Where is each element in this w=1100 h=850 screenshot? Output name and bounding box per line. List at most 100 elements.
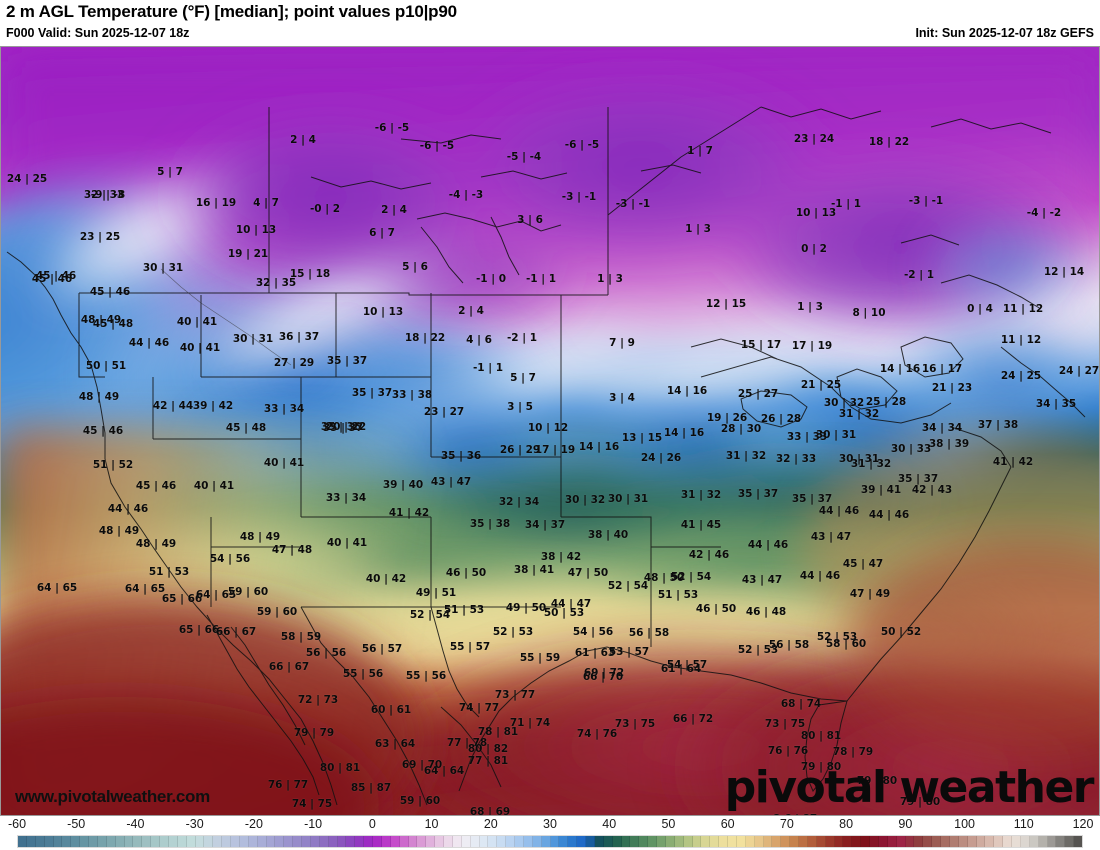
site-url-watermark: www.pivotalweather.com — [15, 787, 210, 806]
colorbar-segment — [870, 836, 879, 847]
colorbar-segment — [763, 836, 773, 847]
colorbar-segment — [497, 836, 507, 847]
colorbar-segment — [887, 836, 897, 847]
colorbar-segment — [612, 836, 622, 847]
map-canvas: 24 | 25 -9 | -8 32 | 33 5 | 7 16 | 19 4 | 7 -0… — [1, 47, 1099, 815]
colorbar-segment — [426, 836, 436, 847]
colorbar-segment — [852, 836, 862, 847]
colorbar-segment — [710, 836, 720, 847]
colorbar-segment — [976, 836, 986, 847]
colorbar-segment — [639, 836, 649, 847]
colorbar-tick-label: 30 — [543, 817, 557, 831]
colorbar-segment — [799, 836, 808, 847]
colorbar-segment — [985, 836, 995, 847]
colorbar-segment — [825, 836, 835, 847]
colorbar-gradient — [17, 835, 1083, 848]
colorbar-segment — [1038, 836, 1048, 847]
colorbar-tick-label: 0 — [368, 817, 376, 831]
map-header: 2 m AGL Temperature (°F) [median]; point… — [0, 0, 1100, 46]
colorbar-segment — [133, 836, 143, 847]
colorbar-segment — [550, 836, 560, 847]
colorbar-tick-label: 60 — [720, 817, 735, 831]
colorbar-segment — [177, 836, 187, 847]
colorbar-segment — [523, 836, 533, 847]
colorbar-segment — [1020, 836, 1030, 847]
colorbar-segment — [559, 836, 569, 847]
colorbar-segment — [630, 836, 640, 847]
colorbar-segment — [310, 836, 320, 847]
colorbar-segment — [80, 836, 89, 847]
colorbar-segment — [470, 836, 480, 847]
colorbar-tick-label: 20 — [483, 817, 498, 831]
colorbar-segment — [44, 836, 54, 847]
colorbar-segment — [878, 836, 888, 847]
colorbar-tick-label: 10 — [424, 817, 439, 831]
colorbar-segment — [941, 836, 950, 847]
colorbar-segment — [186, 836, 196, 847]
valid-time-label: F000 Valid: Sun 2025-12-07 18z — [6, 26, 190, 40]
colorbar-segment — [1003, 836, 1012, 847]
colorbar-tick-label: 100 — [954, 817, 975, 831]
colorbar-segment — [834, 836, 844, 847]
colorbar-segment — [807, 836, 817, 847]
colorbar-segment — [213, 836, 223, 847]
colorbar-segment — [18, 836, 27, 847]
colorbar-segment — [355, 836, 365, 847]
colorbar-segment — [1056, 836, 1066, 847]
colorbar-segment — [621, 836, 631, 847]
colorbar-tick-label: -20 — [244, 817, 263, 831]
map-viewport[interactable]: 24 | 25 -9 | -8 32 | 33 5 | 7 16 | 19 4 | 7 -0… — [0, 46, 1100, 816]
colorbar-segment — [71, 836, 81, 847]
colorbar-segment — [719, 836, 728, 847]
colorbar-segment — [949, 836, 959, 847]
colorbar-segment — [257, 836, 267, 847]
colorbar-segment — [603, 836, 613, 847]
colorbar-segment — [284, 836, 294, 847]
colorbar-segment — [89, 836, 98, 847]
colorbar-segment — [728, 836, 737, 847]
colorbar-segment — [239, 836, 249, 847]
colorbar-segment — [914, 836, 924, 847]
colorbar-tick-label: 90 — [898, 817, 913, 831]
colorbar-segment — [488, 836, 498, 847]
colorbar-tick-label: -10 — [304, 817, 323, 831]
colorbar-tick-label: 70 — [779, 817, 794, 831]
colorbar-segment — [275, 836, 285, 847]
colorbar-segment — [532, 836, 542, 847]
colorbar-segment — [958, 836, 968, 847]
colorbar-segment — [1065, 836, 1075, 847]
colorbar-segment — [390, 836, 400, 847]
colorbar-segment — [53, 836, 63, 847]
colorbar-segment — [781, 836, 791, 847]
colorbar-segment — [932, 836, 941, 847]
colorbar-segment — [1047, 836, 1057, 847]
colorbar-segment — [967, 836, 977, 847]
colorbar-tick-label: 80 — [839, 817, 854, 831]
colorbar-segment — [905, 836, 915, 847]
colorbar-segment — [35, 836, 45, 847]
init-time-label: Init: Sun 2025-12-07 18z GEFS — [915, 26, 1094, 40]
colorbar-segment — [106, 836, 116, 847]
colorbar-segment — [745, 836, 755, 847]
brand-watermark: pivotal weather — [724, 762, 1095, 813]
colorbar-segment — [26, 836, 36, 847]
colorbar-segment — [594, 836, 604, 847]
colorbar-segment — [346, 836, 356, 847]
colorbar-segment — [142, 836, 152, 847]
geography-borders-layer — [6, 106, 1086, 806]
colorbar-segment — [816, 836, 826, 847]
colorbar-tick-label: 110 — [1013, 817, 1034, 831]
colorbar-segment — [648, 836, 657, 847]
colorbar-segment — [861, 836, 870, 847]
colorbar-segment — [515, 836, 524, 847]
colorbar-segment — [479, 836, 489, 847]
colorbar-segment — [577, 836, 586, 847]
colorbar-segment — [337, 836, 347, 847]
colorbar-segment — [772, 836, 782, 847]
colorbar-segment — [665, 836, 675, 847]
colorbar-segment — [923, 836, 933, 847]
colorbar-segment — [754, 836, 764, 847]
colorbar-tick-label: 50 — [661, 817, 676, 831]
colorbar-segment — [204, 836, 214, 847]
